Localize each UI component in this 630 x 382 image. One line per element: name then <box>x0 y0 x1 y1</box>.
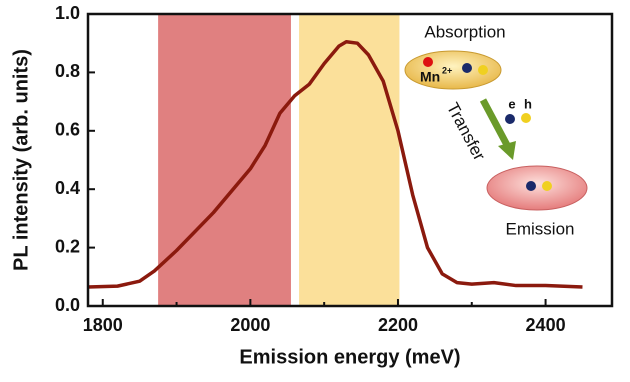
absorption-label: Absorption <box>424 22 505 41</box>
arrow <box>479 98 511 147</box>
mn-charge: 2+ <box>442 65 452 75</box>
mn-label: Mn <box>420 69 440 85</box>
y-tick-label: 0.6 <box>55 120 80 140</box>
arrowhead <box>498 141 516 160</box>
x-tick-label: 2400 <box>526 315 566 335</box>
e-label: e <box>508 96 515 111</box>
plot-frame <box>86 12 614 308</box>
hole <box>478 65 488 75</box>
hole <box>521 113 531 123</box>
mn-ion <box>423 57 433 67</box>
region <box>158 14 291 306</box>
electron <box>505 114 515 124</box>
region <box>299 14 400 306</box>
pl-curve <box>87 39 583 289</box>
emission-label: Emission <box>506 219 575 238</box>
y-axis-title: PL intensity (arb. units) <box>10 49 32 271</box>
y-tick-label: 1.0 <box>55 3 80 23</box>
y-tick-label: 0.4 <box>55 178 80 198</box>
diagram: Absorption Mn 2+ Transfer e h Emission <box>404 22 588 238</box>
y-tick-label: 0.8 <box>55 61 80 81</box>
y-tick-label: 0.0 <box>55 295 80 315</box>
nanocrystal <box>486 165 588 211</box>
transfer-label: Transfer <box>443 99 489 164</box>
y-tick-label: 0.2 <box>55 236 80 256</box>
hole <box>542 181 552 191</box>
x-tick-label: 2200 <box>378 315 418 335</box>
x-tick-label: 2000 <box>230 315 270 335</box>
h-label: h <box>524 96 532 111</box>
x-axis-title: Emission energy (meV) <box>239 346 460 368</box>
electron <box>462 63 472 73</box>
x-tick-label: 1800 <box>83 315 123 335</box>
electron <box>526 181 536 191</box>
